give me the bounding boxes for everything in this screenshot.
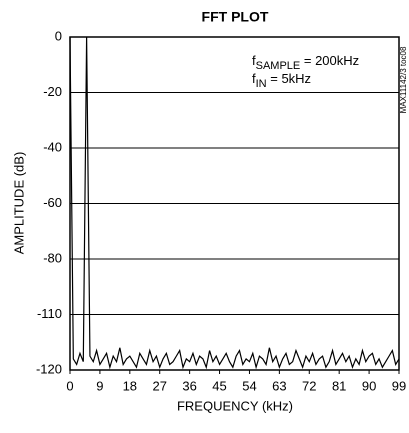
annotation: fSAMPLE = 200kHz bbox=[252, 53, 359, 71]
y-tick-label: -80 bbox=[43, 250, 62, 265]
x-tick-label: 45 bbox=[212, 378, 226, 393]
annotation-part: SAMPLE bbox=[256, 60, 301, 72]
side-note: MAX11142/3 toc08 bbox=[399, 46, 408, 113]
y-tick-label: -60 bbox=[43, 195, 62, 210]
y-tick-label: -120 bbox=[36, 361, 62, 376]
x-tick-label: 36 bbox=[182, 378, 196, 393]
x-tick-label: 90 bbox=[362, 378, 376, 393]
chart-title: FFT PLOT bbox=[202, 9, 269, 25]
x-tick-label: 63 bbox=[272, 378, 286, 393]
x-tick-label: 0 bbox=[66, 378, 73, 393]
y-axis-label: AMPLITUDE (dB) bbox=[11, 152, 26, 255]
x-tick-label: 81 bbox=[332, 378, 346, 393]
x-tick-label: 99 bbox=[392, 378, 406, 393]
x-tick-label: 72 bbox=[302, 378, 316, 393]
annotation-part: f bbox=[252, 53, 256, 68]
x-tick-label: 27 bbox=[152, 378, 166, 393]
x-axis-label: FREQUENCY (kHz) bbox=[177, 398, 293, 413]
x-tick-label: 54 bbox=[242, 378, 256, 393]
annotation: fIN = 5kHz bbox=[252, 71, 311, 89]
fft-line bbox=[69, 36, 400, 370]
annotation-part: IN bbox=[256, 78, 267, 90]
x-tick-label: 9 bbox=[96, 378, 103, 393]
annotation-part: = 5kHz bbox=[267, 71, 311, 86]
x-tick-label: 18 bbox=[123, 378, 137, 393]
y-tick-label: -110 bbox=[37, 306, 62, 321]
y-tick-label: 0 bbox=[55, 28, 62, 43]
y-tick-label: -20 bbox=[43, 84, 62, 99]
annotation-part: = 200kHz bbox=[300, 53, 359, 68]
y-tick-label: -40 bbox=[43, 139, 62, 154]
annotation-part: f bbox=[252, 71, 256, 86]
